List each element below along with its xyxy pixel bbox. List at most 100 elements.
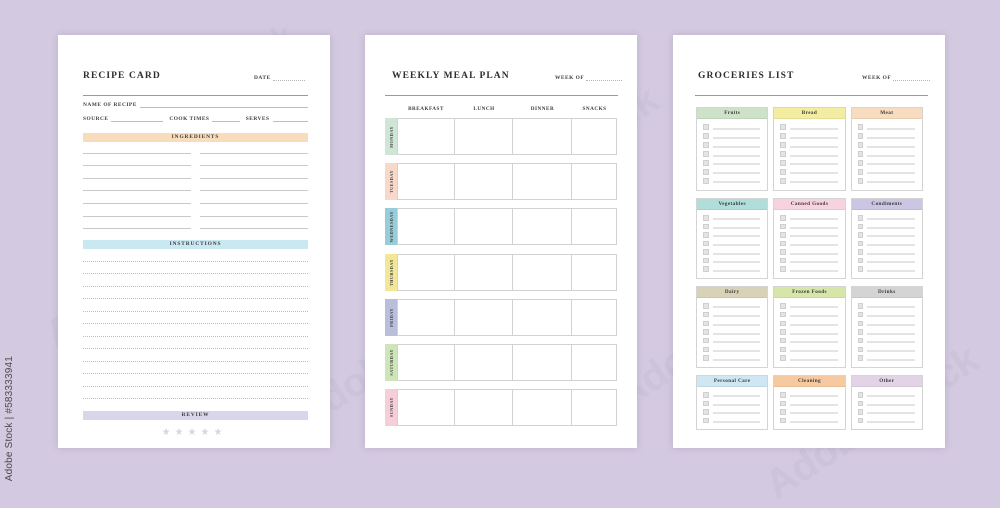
meal-cell-wednesday-dinner[interactable] xyxy=(512,208,572,245)
grocery-item-line[interactable] xyxy=(712,315,761,317)
week-of-line[interactable] xyxy=(586,74,623,81)
checkbox-icon[interactable] xyxy=(703,133,709,139)
checkbox-icon[interactable] xyxy=(703,151,709,157)
source-line[interactable] xyxy=(111,115,164,122)
grocery-item-line[interactable] xyxy=(867,146,915,148)
grocery-item-line[interactable] xyxy=(789,404,838,406)
checkbox-icon[interactable] xyxy=(780,303,786,309)
checkbox-icon[interactable] xyxy=(780,409,786,415)
checkbox-icon[interactable] xyxy=(857,392,864,398)
checkbox-icon[interactable] xyxy=(857,337,864,344)
grocery-item-line[interactable] xyxy=(712,218,761,220)
checkbox-icon[interactable] xyxy=(780,346,786,353)
grocery-item-line[interactable] xyxy=(789,163,838,165)
checkbox-icon[interactable] xyxy=(703,240,709,247)
checkbox-icon[interactable] xyxy=(703,160,709,166)
instruction-line[interactable] xyxy=(83,349,308,362)
grocery-item-line[interactable] xyxy=(712,412,761,414)
checkbox-icon[interactable] xyxy=(857,124,864,130)
instruction-line[interactable] xyxy=(83,324,308,337)
grocery-item-line[interactable] xyxy=(867,218,915,220)
grocery-item-line[interactable] xyxy=(712,181,761,183)
grocery-item-line[interactable] xyxy=(712,421,761,423)
grocery-item-line[interactable] xyxy=(867,306,915,308)
checkbox-icon[interactable] xyxy=(780,337,786,344)
grocery-item-line[interactable] xyxy=(789,395,838,397)
meal-cell-monday-snacks[interactable] xyxy=(571,118,617,155)
cook-times-line[interactable] xyxy=(212,115,240,122)
grocery-item-line[interactable] xyxy=(867,324,915,326)
grocery-item-line[interactable] xyxy=(789,421,838,423)
grocery-item-line[interactable] xyxy=(867,261,915,263)
meal-cell-wednesday-breakfast[interactable] xyxy=(397,208,455,245)
star-icon[interactable]: ★ xyxy=(174,427,188,438)
grocery-item-line[interactable] xyxy=(712,341,761,343)
star-icon[interactable]: ★ xyxy=(187,427,201,438)
ingredient-line[interactable] xyxy=(83,217,191,230)
grocery-item-line[interactable] xyxy=(867,333,915,334)
checkbox-icon[interactable] xyxy=(857,311,864,318)
checkbox-icon[interactable] xyxy=(857,151,864,157)
checkbox-icon[interactable] xyxy=(703,178,709,184)
checkbox-icon[interactable] xyxy=(780,257,786,264)
checkbox-icon[interactable] xyxy=(703,400,709,406)
grocery-item-line[interactable] xyxy=(867,163,915,165)
meal-cell-saturday-breakfast[interactable] xyxy=(397,344,455,381)
ingredient-line[interactable] xyxy=(200,204,308,217)
ingredient-line[interactable] xyxy=(83,141,191,154)
meal-cell-friday-snacks[interactable] xyxy=(571,299,617,336)
checkbox-icon[interactable] xyxy=(780,160,786,166)
grocery-item-line[interactable] xyxy=(712,350,761,352)
grocery-item-line[interactable] xyxy=(712,395,761,397)
ingredient-line[interactable] xyxy=(83,154,191,167)
grocery-item-line[interactable] xyxy=(712,137,761,139)
grocery-item-line[interactable] xyxy=(712,146,761,148)
serves-line[interactable] xyxy=(272,115,309,122)
grocery-item-line[interactable] xyxy=(867,421,915,423)
grocery-item-line[interactable] xyxy=(789,412,838,414)
grocery-item-line[interactable] xyxy=(712,270,761,272)
meal-cell-friday-lunch[interactable] xyxy=(454,299,513,336)
checkbox-icon[interactable] xyxy=(780,355,786,361)
checkbox-icon[interactable] xyxy=(780,392,786,398)
grocery-item-line[interactable] xyxy=(712,306,761,308)
checkbox-icon[interactable] xyxy=(857,240,864,247)
ingredient-line[interactable] xyxy=(200,141,308,154)
grocery-item-line[interactable] xyxy=(712,235,761,237)
date-line[interactable] xyxy=(272,74,305,81)
ingredient-line[interactable] xyxy=(200,179,308,192)
checkbox-icon[interactable] xyxy=(780,178,786,184)
grocery-item-line[interactable] xyxy=(712,155,761,156)
checkbox-icon[interactable] xyxy=(780,133,786,139)
checkbox-icon[interactable] xyxy=(780,417,786,423)
grocery-item-line[interactable] xyxy=(789,333,838,334)
grocery-item-line[interactable] xyxy=(712,333,761,334)
grocery-item-line[interactable] xyxy=(867,155,915,156)
star-icon[interactable]: ★ xyxy=(161,427,175,438)
grocery-item-line[interactable] xyxy=(867,181,915,183)
checkbox-icon[interactable] xyxy=(780,223,786,230)
grocery-item-line[interactable] xyxy=(789,315,838,317)
checkbox-icon[interactable] xyxy=(780,232,786,238)
meal-cell-thursday-snacks[interactable] xyxy=(571,254,617,291)
checkbox-icon[interactable] xyxy=(780,142,786,148)
grocery-item-line[interactable] xyxy=(867,253,915,255)
grocery-item-line[interactable] xyxy=(867,359,915,361)
checkbox-icon[interactable] xyxy=(857,160,864,166)
grocery-item-line[interactable] xyxy=(789,146,838,148)
grocery-item-line[interactable] xyxy=(712,359,761,361)
grocery-item-line[interactable] xyxy=(789,172,838,174)
checkbox-icon[interactable] xyxy=(703,409,709,415)
meal-cell-wednesday-snacks[interactable] xyxy=(571,208,617,245)
grocery-item-line[interactable] xyxy=(789,261,838,263)
meal-cell-sunday-snacks[interactable] xyxy=(571,389,617,426)
checkbox-icon[interactable] xyxy=(703,417,709,423)
meal-cell-friday-breakfast[interactable] xyxy=(397,299,455,336)
meal-cell-monday-breakfast[interactable] xyxy=(397,118,455,155)
checkbox-icon[interactable] xyxy=(780,329,786,335)
instruction-line[interactable] xyxy=(83,312,308,324)
checkbox-icon[interactable] xyxy=(703,346,709,353)
checkbox-icon[interactable] xyxy=(703,266,709,272)
checkbox-icon[interactable] xyxy=(703,257,709,264)
checkbox-icon[interactable] xyxy=(780,249,786,255)
